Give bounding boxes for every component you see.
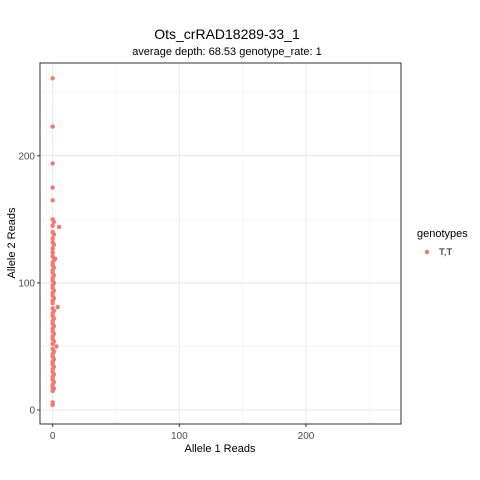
y-tick-label: 100 <box>18 278 35 289</box>
data-point <box>56 224 62 230</box>
data-point <box>51 232 57 237</box>
data-point <box>50 402 55 408</box>
data-point <box>50 124 55 129</box>
y-axis-label: Allele 2 Reads <box>6 207 18 278</box>
legend: genotypes T,T <box>417 228 468 258</box>
data-point <box>51 242 57 247</box>
x-tick-label: 200 <box>298 431 315 442</box>
data-point <box>50 198 55 203</box>
data-points <box>50 76 62 408</box>
x-axis-ticks: 0 100 200 <box>50 424 315 442</box>
x-tick-label: 100 <box>171 431 188 442</box>
data-point <box>50 223 55 228</box>
y-axis-ticks: 0 100 200 <box>18 151 40 417</box>
y-tick-label: 200 <box>18 151 35 162</box>
chart-title: Ots_crRAD18289-33_1 <box>154 26 300 42</box>
panel-border <box>39 62 402 425</box>
data-point <box>50 185 55 190</box>
data-point <box>50 301 55 306</box>
legend-title: genotypes <box>417 228 468 240</box>
data-point <box>54 344 59 349</box>
grid-lines <box>40 63 401 424</box>
data-point <box>50 341 55 347</box>
x-tick-label: 0 <box>50 431 56 442</box>
data-point <box>50 236 55 241</box>
panel-background <box>40 63 401 424</box>
data-point <box>50 388 55 394</box>
data-point <box>50 76 55 81</box>
chart-subtitle: average depth: 68.53 genotype_rate: 1 <box>132 46 322 58</box>
y-tick-label: 0 <box>29 406 35 417</box>
legend-label-tt: T,T <box>439 247 452 258</box>
data-point <box>50 246 55 251</box>
x-axis-label: Allele 1 Reads <box>185 443 256 455</box>
data-point <box>55 304 60 310</box>
data-point <box>50 161 55 166</box>
plot-panel <box>39 62 402 425</box>
data-point <box>50 250 55 255</box>
data-point <box>51 219 57 225</box>
legend-key-tt <box>424 249 430 255</box>
